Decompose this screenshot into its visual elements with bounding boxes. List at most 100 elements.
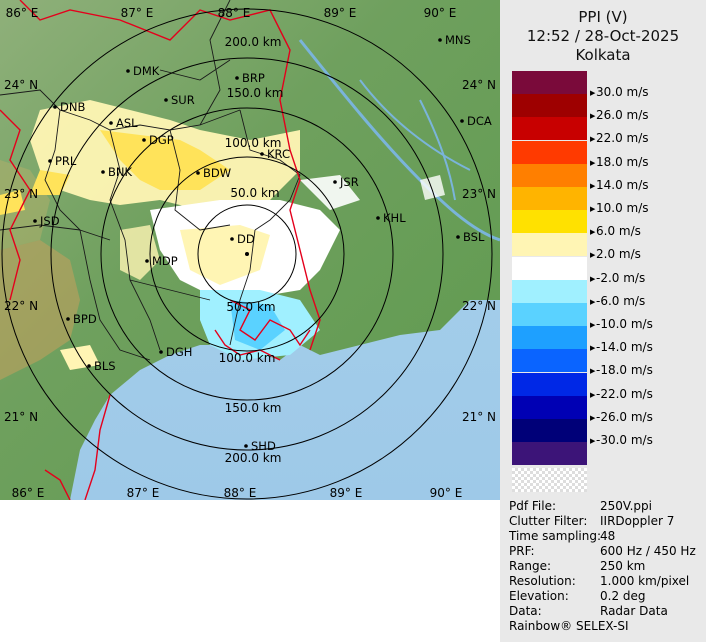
legend-row: ▶ 2.0 m/s (512, 233, 702, 261)
info-row: Elevation: 0.2 deg (509, 589, 646, 603)
legend-pointer-icon: ▶ (590, 367, 596, 376)
place-dot (164, 98, 168, 102)
legend-label: 22.0 m/s (596, 131, 649, 146)
legend-pointer-icon: ▶ (590, 297, 596, 306)
legend-row: ▶ 14.0 m/s (512, 163, 702, 192)
place-dot (456, 235, 460, 239)
lon-label-bottom: 87° E (127, 486, 160, 500)
legend-pointer-icon: ▶ (590, 321, 596, 329)
range-ring (149, 156, 345, 352)
place-label: SHD (251, 439, 276, 453)
place-dot (460, 119, 464, 123)
place-dot (244, 444, 248, 448)
legend-swatch (512, 140, 587, 164)
legend-row: ▶ 18.0 m/s (512, 140, 702, 169)
ring-distance-label: 100.0 km (219, 351, 276, 365)
info-key: Pdf File: (509, 499, 557, 513)
legend-swatch (512, 163, 587, 187)
place-dot (53, 105, 57, 109)
legend-label: 26.0 m/s (596, 108, 649, 123)
place-dot (235, 76, 239, 80)
place-dot (230, 237, 234, 241)
graticule-labels: 86° E 86° E 87° E 87° E 88° E 88° E 89° E 89° E… (4, 6, 496, 500)
legend-swatch (512, 94, 587, 118)
radar-site-marker (245, 252, 249, 256)
legend-pointer-icon: ▶ (590, 251, 596, 260)
legend-pointer-icon: ▶ (590, 274, 596, 283)
river-line (359, 79, 471, 171)
place-dot (48, 159, 52, 163)
legend-panel: PPI (V) 12:52 / 28-Oct-2025 Kolkata ▶ 30.… (500, 0, 706, 642)
lon-label-top: 86° E (6, 6, 39, 20)
info-row: Resolution: 1.000 km/pixel (509, 574, 689, 588)
no-data-swatch (512, 468, 587, 492)
legend-swatch (512, 326, 587, 350)
legend-pointer-icon: ▶ (590, 344, 596, 353)
info-key: Range: (509, 559, 552, 573)
lon-label-bottom: 88° E (224, 486, 257, 500)
radar-map-canvas: 86° E 86° E 87° E 87° E 88° E 88° E 89° E 89° E… (0, 0, 500, 500)
place-label: MDP (152, 254, 178, 268)
legend-pointer-icon: ▶ (590, 228, 596, 237)
legend-pointer-icon: ▶ (590, 89, 596, 97)
lon-label-bottom: 90° E (430, 486, 463, 500)
legend-swatch (512, 395, 587, 419)
legend-label: -22.0 m/s (596, 386, 653, 401)
info-key: Resolution: (509, 574, 576, 588)
legend-row (512, 442, 702, 466)
lon-label-bottom: 89° E (330, 486, 363, 500)
ring-distance-label: 100.0 km (225, 136, 282, 150)
info-value: 0.2 deg (600, 589, 646, 603)
info-key: Elevation: (509, 589, 569, 603)
lon-label-bottom: 86° E (12, 486, 45, 500)
legend-label: 2.0 m/s (596, 247, 641, 262)
info-value: 1.000 km/pixel (600, 574, 690, 588)
info-row: Time sampling: 48 (509, 529, 615, 543)
lat-label-right: 24° N (462, 78, 496, 92)
vendor-footer: Rainbow® SELEX-SI (509, 619, 629, 633)
river-line (419, 99, 456, 201)
radar-map[interactable]: 86° E 86° E 87° E 87° E 88° E 88° E 89° E 89° E… (0, 0, 500, 500)
info-value: 48 (600, 529, 616, 543)
legend-label: -10.0 m/s (596, 317, 653, 331)
legend-row: ▶ -2.0 m/s (512, 256, 702, 285)
place-label: DGP (149, 133, 174, 147)
place-label: BSL (463, 230, 485, 244)
range-ring (50, 57, 444, 451)
legend-pointer-icon: ▶ (590, 205, 596, 213)
legend-swatch (512, 349, 587, 373)
lon-label-top: 90° E (424, 6, 457, 20)
lon-label-top: 87° E (121, 6, 154, 20)
info-key: PRF: (509, 544, 535, 558)
legend-row: ▶ -30.0 m/s (512, 419, 702, 447)
legend-label: 6.0 m/s (596, 224, 641, 239)
legend-label: -30.0 m/s (596, 433, 653, 447)
info-key: Data: (509, 604, 542, 618)
info-value: Radar Data (600, 604, 668, 618)
info-row: Pdf File: 250V.ppi (509, 499, 652, 513)
place-label: DGH (166, 345, 192, 359)
info-value: 250V.ppi (600, 499, 652, 513)
range-ring (100, 107, 394, 401)
info-value: 600 Hz / 450 Hz (600, 544, 696, 558)
info-row: PRF: 600 Hz / 450 Hz (509, 544, 696, 558)
place-label: BDW (203, 166, 231, 180)
legend-swatch (512, 279, 587, 303)
place-label: DD (237, 232, 255, 246)
ring-distance-label: 150.0 km (225, 401, 282, 415)
place-dot (126, 69, 130, 73)
place-label: JSR (339, 175, 359, 189)
info-row: Data: Radar Data (509, 604, 668, 618)
ring-distance-label: 200.0 km (225, 35, 282, 49)
lat-label-left: 24° N (4, 78, 38, 92)
place-dot (260, 152, 264, 156)
product-title: PPI (V) (578, 8, 628, 26)
legend-label: -18.0 m/s (596, 363, 653, 378)
place-label: JSD (39, 214, 60, 228)
scan-datetime: 12:52 / 28-Oct-2025 (526, 27, 680, 45)
legend-row: ▶ -10.0 m/s (512, 303, 702, 331)
place-label: PRL (55, 154, 77, 168)
legend-row: ▶ 22.0 m/s (512, 117, 702, 145)
legend-row: ▶ 26.0 m/s (512, 94, 702, 122)
legend-row: ▶ 30.0 m/s (512, 71, 702, 99)
